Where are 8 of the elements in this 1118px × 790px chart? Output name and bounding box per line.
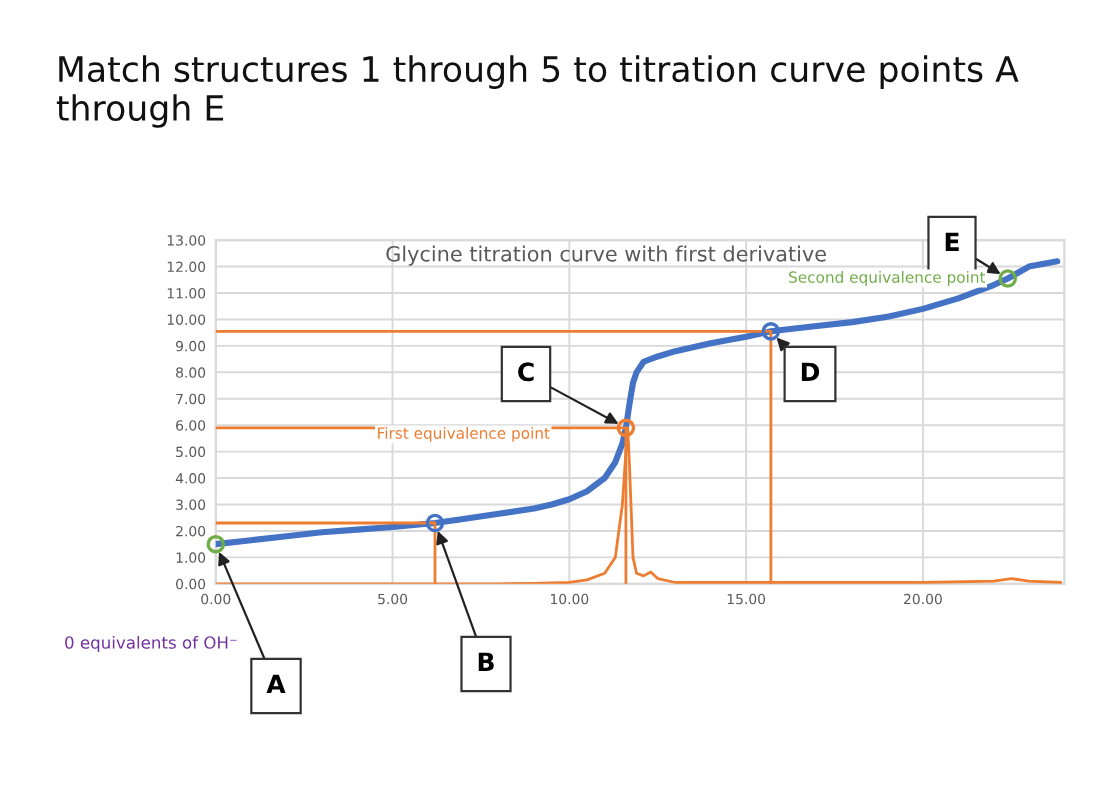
annotation: E [945, 232, 959, 251]
chart-subtitle: Glycine titration curve with first derivative [386, 245, 826, 266]
text: 0 equivalents of OH⁻ [65, 635, 237, 653]
annotation: D [801, 362, 820, 381]
annotation: B [478, 652, 494, 671]
chart-title: Match structures 1 through 5 to titration curve points A through E [56, 55, 1019, 128]
annotation: A [266, 674, 286, 693]
annotation: C [518, 362, 534, 382]
